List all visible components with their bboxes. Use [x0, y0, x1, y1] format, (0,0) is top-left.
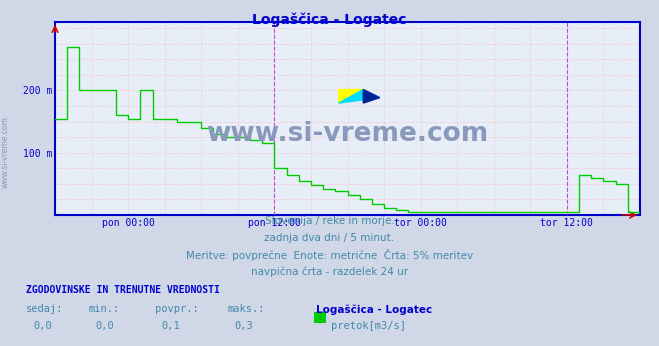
- Text: 0,3: 0,3: [234, 321, 252, 331]
- Text: ZGODOVINSKE IN TRENUTNE VREDNOSTI: ZGODOVINSKE IN TRENUTNE VREDNOSTI: [26, 285, 220, 295]
- Text: Logaščica - Logatec: Logaščica - Logatec: [252, 12, 407, 27]
- Text: www.si-vreme.com: www.si-vreme.com: [206, 121, 488, 147]
- Text: Slovenija / reke in morje.: Slovenija / reke in morje.: [264, 216, 395, 226]
- Text: min.:: min.:: [89, 304, 120, 315]
- Text: pretok[m3/s]: pretok[m3/s]: [331, 321, 407, 331]
- Text: 0,0: 0,0: [96, 321, 114, 331]
- Text: Logaščica - Logatec: Logaščica - Logatec: [316, 304, 432, 315]
- Polygon shape: [363, 90, 380, 103]
- Text: povpr.:: povpr.:: [155, 304, 198, 315]
- Text: Meritve: povprečne  Enote: metrične  Črta: 5% meritev: Meritve: povprečne Enote: metrične Črta:…: [186, 249, 473, 262]
- Text: zadnja dva dni / 5 minut.: zadnja dva dni / 5 minut.: [264, 233, 395, 243]
- Text: www.si-vreme.com: www.si-vreme.com: [1, 116, 10, 188]
- Text: sedaj:: sedaj:: [26, 304, 64, 315]
- Text: maks.:: maks.:: [227, 304, 265, 315]
- Text: navpična črta - razdelek 24 ur: navpična črta - razdelek 24 ur: [251, 266, 408, 276]
- Polygon shape: [339, 90, 380, 103]
- Polygon shape: [339, 90, 363, 103]
- Text: 0,0: 0,0: [33, 321, 51, 331]
- Text: 0,1: 0,1: [161, 321, 180, 331]
